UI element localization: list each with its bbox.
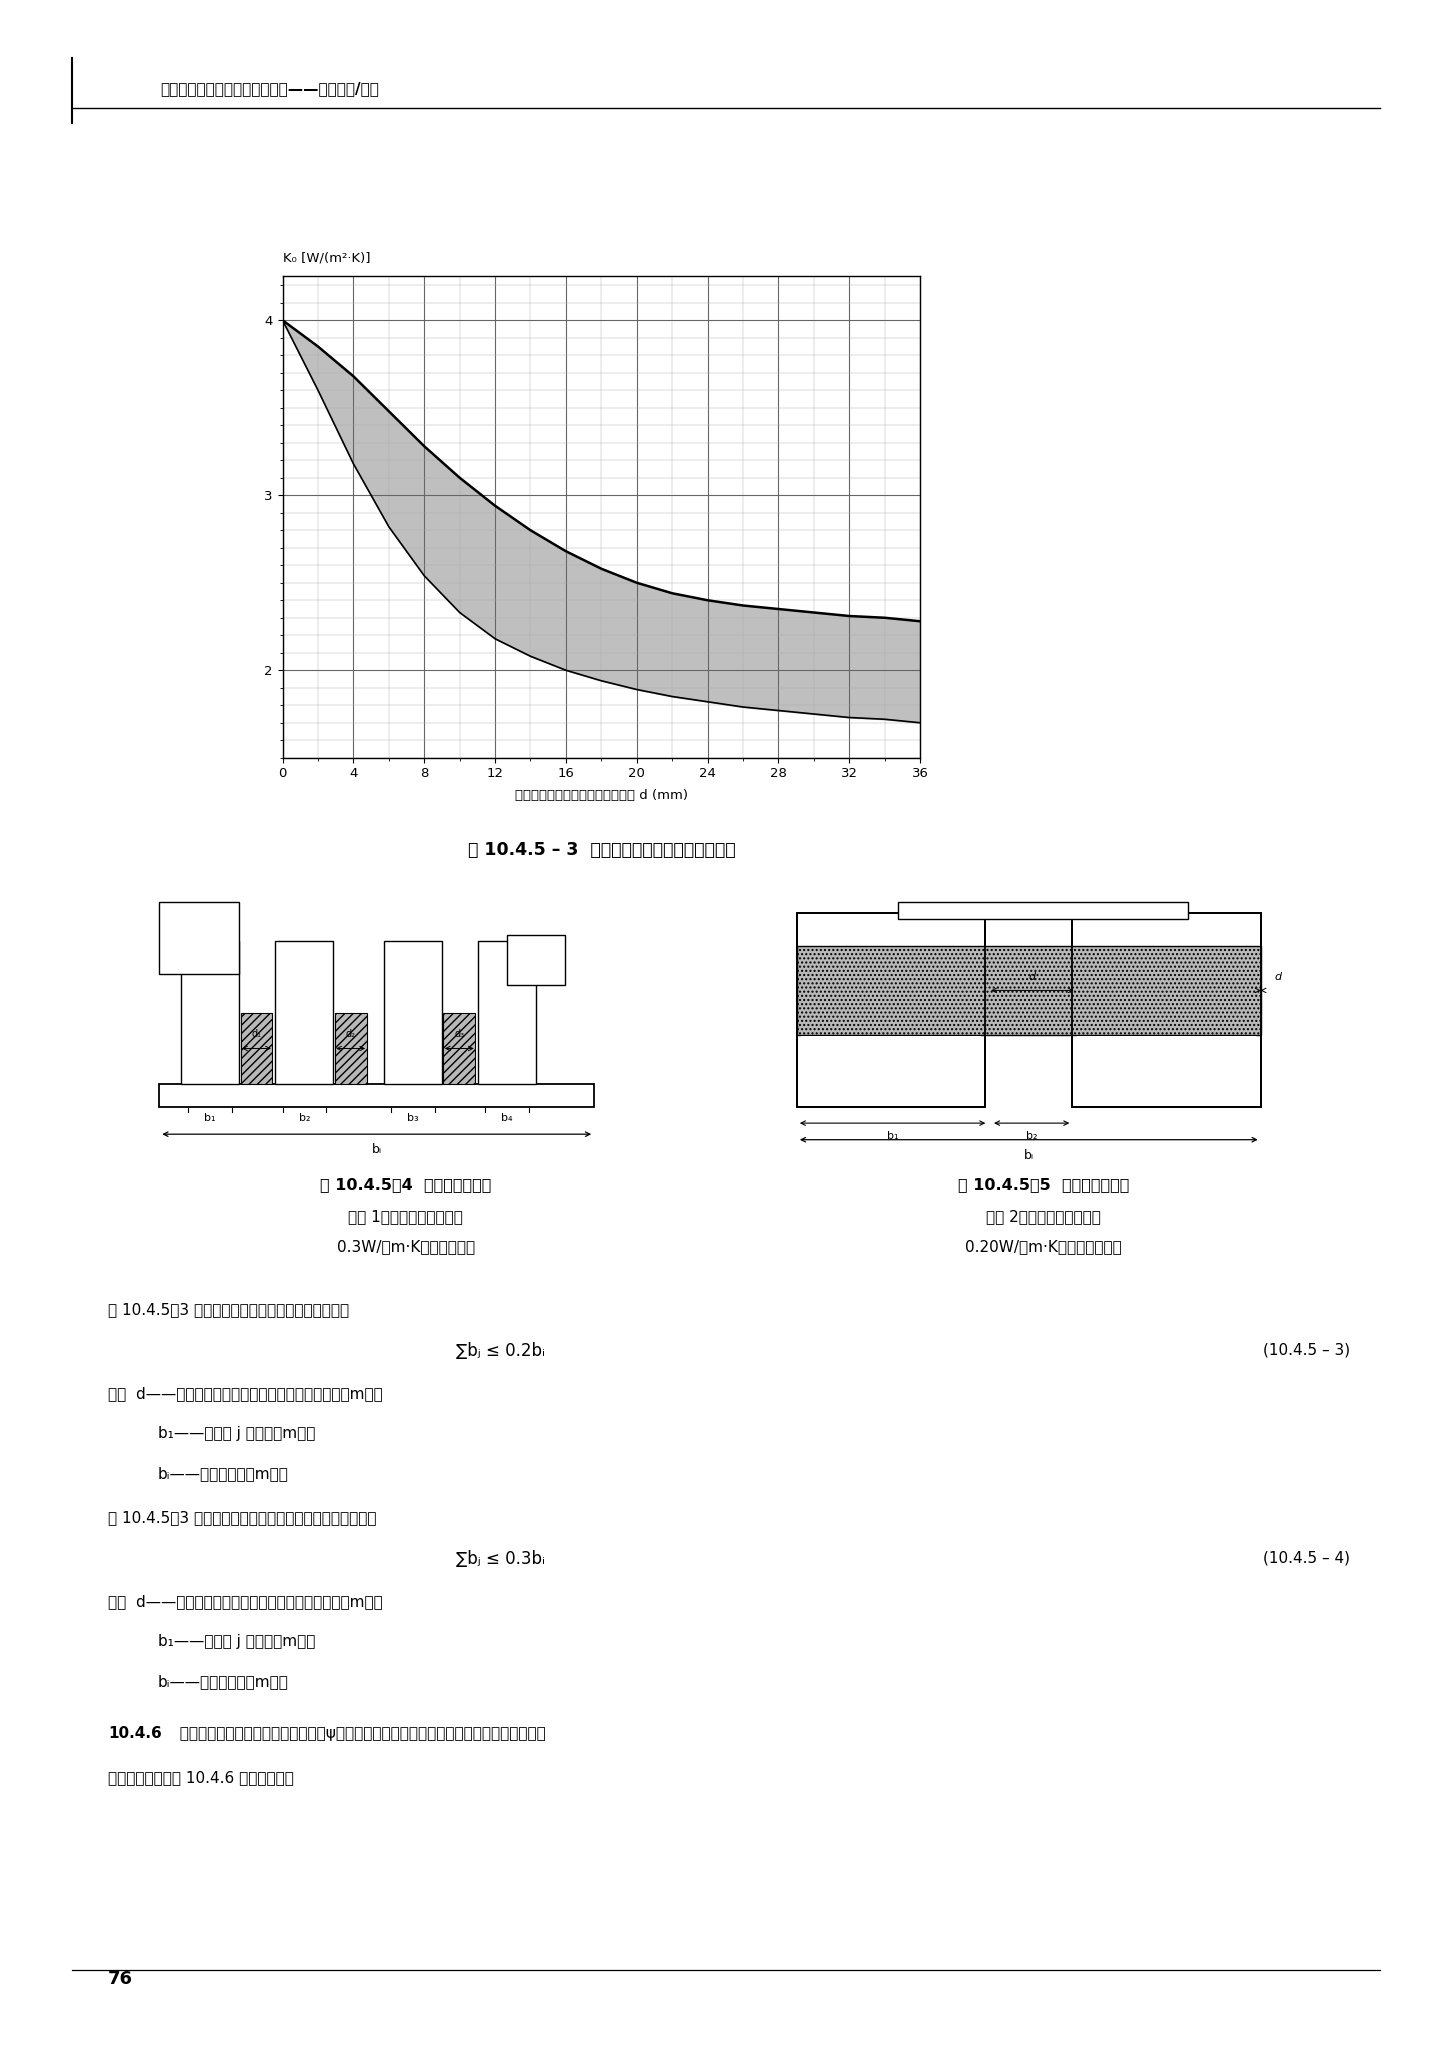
- Text: d₁: d₁: [252, 1028, 261, 1038]
- Text: 0.20W/（m·K）的泡沫材料］: 0.20W/（m·K）的泡沫材料］: [965, 1239, 1122, 1253]
- Text: 式中  d——热桥桥对应的铝合金截面之间的最小距离（m）；: 式中 d——热桥桥对应的铝合金截面之间的最小距离（m）；: [109, 1593, 383, 1610]
- X-axis label: 相对应的金属窗框之间的最小距离 d (mm): 相对应的金属窗框之间的最小距离 d (mm): [514, 788, 688, 803]
- Text: d₂: d₂: [346, 1028, 355, 1038]
- Bar: [384, 940, 442, 1085]
- Bar: [1077, 1036, 1256, 1104]
- Text: 类型 2［采用导热系数低于: 类型 2［采用导热系数低于: [985, 1210, 1101, 1225]
- Bar: [1072, 913, 1261, 1106]
- Text: d: d: [1029, 971, 1035, 981]
- Text: ∑bⱼ ≤ 0.2bᵢ: ∑bⱼ ≤ 0.2bᵢ: [455, 1341, 545, 1360]
- Bar: [1072, 913, 1261, 1106]
- Text: 图 10.4.5 – 3  带隔热的金属窗框的传热系数値: 图 10.4.5 – 3 带隔热的金属窗框的传热系数値: [468, 842, 735, 858]
- Bar: [797, 913, 985, 1106]
- Bar: [241, 1012, 272, 1085]
- Text: 10.4.6: 10.4.6: [109, 1726, 162, 1741]
- Text: bᵢ——窗框的宽度（m）。: bᵢ——窗框的宽度（m）。: [158, 1675, 288, 1690]
- Text: 图 10.4.5－3 中，采用泡沫材料隔热的金属框适用条件是：: 图 10.4.5－3 中，采用泡沫材料隔热的金属框适用条件是：: [109, 1509, 377, 1526]
- Text: ∑bⱼ ≤ 0.3bᵢ: ∑bⱼ ≤ 0.3bᵢ: [455, 1550, 545, 1569]
- Text: bᵢ——窗框的宽度（m）。: bᵢ——窗框的宽度（m）。: [158, 1466, 288, 1481]
- Text: 76: 76: [109, 1970, 133, 1989]
- Bar: [159, 901, 239, 975]
- Text: b₄: b₄: [501, 1112, 513, 1122]
- Text: b₁——热桥桥 j 的宽度（m）；: b₁——热桥桥 j 的宽度（m）；: [158, 1425, 316, 1442]
- Text: 类型 1［采用导热系数低于: 类型 1［采用导热系数低于: [348, 1210, 464, 1225]
- Text: b₂: b₂: [298, 1112, 310, 1122]
- Text: b₂: b₂: [1026, 1130, 1037, 1141]
- Text: (10.4.5 – 4): (10.4.5 – 4): [1264, 1550, 1350, 1565]
- Text: d: d: [1275, 971, 1281, 981]
- Bar: [443, 1012, 475, 1085]
- Text: b₁: b₁: [887, 1130, 898, 1141]
- Bar: [797, 946, 1261, 1034]
- Text: 图 10.4.5－4  隔热金属框截面: 图 10.4.5－4 隔热金属框截面: [320, 1178, 491, 1192]
- Text: K₀ [W/(m²·K)]: K₀ [W/(m²·K)]: [283, 252, 369, 264]
- Bar: [507, 936, 565, 985]
- Text: bᵢ: bᵢ: [1024, 1149, 1033, 1161]
- Text: (10.4.5 – 3): (10.4.5 – 3): [1264, 1341, 1350, 1358]
- Bar: [898, 901, 1188, 918]
- Text: bᵢ: bᵢ: [372, 1143, 381, 1155]
- Bar: [797, 913, 985, 1106]
- Text: 图 10.4.5－3 中，带隔热条的金属窗框适用条件是：: 图 10.4.5－3 中，带隔热条的金属窗框适用条件是：: [109, 1303, 349, 1317]
- Bar: [801, 1036, 981, 1104]
- Text: b₁: b₁: [204, 1112, 216, 1122]
- Bar: [478, 940, 536, 1085]
- Text: b₁——热桥桥 j 的宽度（m）；: b₁——热桥桥 j 的宽度（m）；: [158, 1634, 316, 1649]
- Bar: [335, 1012, 367, 1085]
- Text: 全国民用建筑工程设计技术措施——节能专篇/建筑: 全国民用建筑工程设计技术措施——节能专篇/建筑: [159, 82, 378, 96]
- Text: b₃: b₃: [407, 1112, 419, 1122]
- Text: 图 10.4.5－5  隔热金属框截面: 图 10.4.5－5 隔热金属框截面: [958, 1178, 1129, 1192]
- Text: 窗框与玻璃结合处的附加线传热系数ψ主要受间隔层材料传导率的影响。在没有精确计算的: 窗框与玻璃结合处的附加线传热系数ψ主要受间隔层材料传导率的影响。在没有精确计算的: [170, 1726, 546, 1741]
- Text: 式中  d——热桥桥对应的铝合金截面之间的最小距离（m）；: 式中 d——热桥桥对应的铝合金截面之间的最小距离（m）；: [109, 1386, 383, 1401]
- Bar: [181, 940, 239, 1085]
- Bar: [275, 940, 333, 1085]
- Text: d₃: d₃: [455, 1028, 464, 1038]
- Bar: [159, 1085, 594, 1106]
- Text: 情况下，可采用表 10.4.6 中的估算値。: 情况下，可采用表 10.4.6 中的估算値。: [109, 1769, 294, 1786]
- Text: 0.3W/（m·K）的隔热条］: 0.3W/（m·K）的隔热条］: [336, 1239, 475, 1253]
